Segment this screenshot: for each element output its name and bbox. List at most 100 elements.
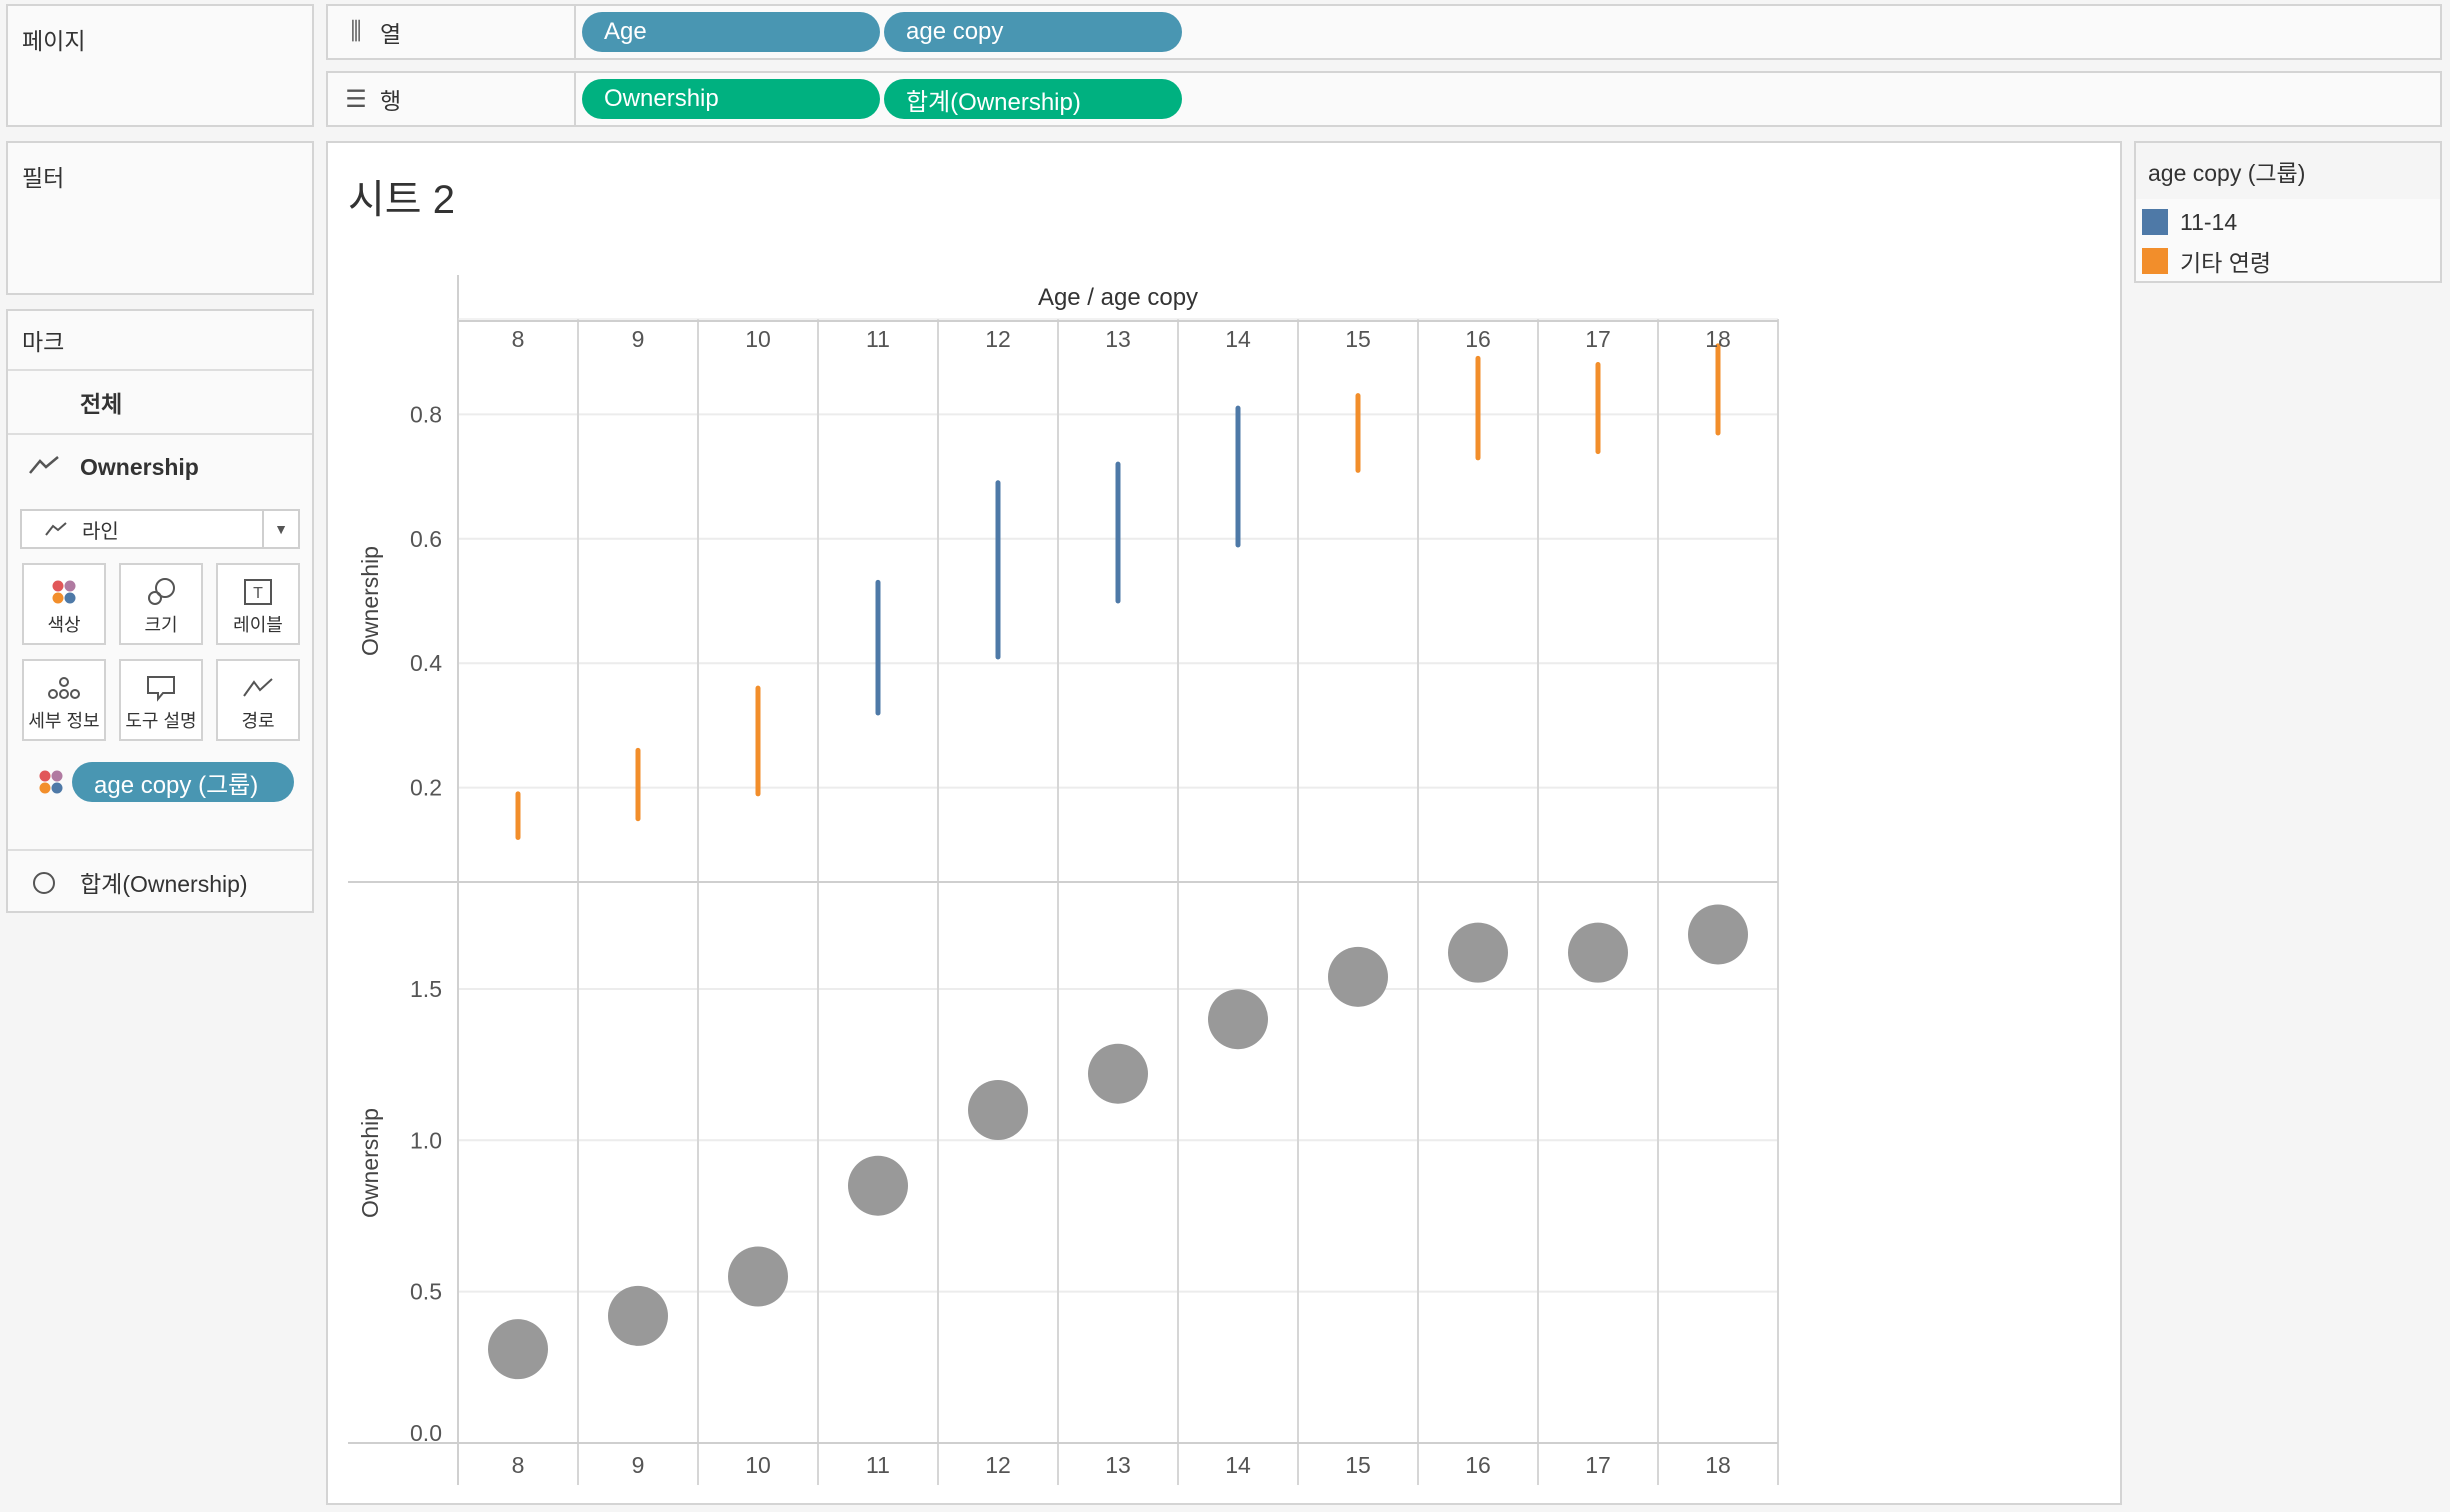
- y-tick-label-top: 0.2: [410, 775, 442, 801]
- x-header-label: 10: [745, 326, 771, 352]
- path-icon: [218, 671, 298, 705]
- x-footer-label: 10: [745, 1452, 771, 1478]
- sum-point-14: [1208, 989, 1268, 1050]
- x-header-label: 17: [1585, 326, 1611, 352]
- legend-header: age copy (그룹): [2136, 143, 2440, 199]
- path-button[interactable]: 경로: [216, 659, 300, 741]
- marks-ownership-label: Ownership: [80, 453, 199, 480]
- label-button[interactable]: T 레이블: [216, 563, 300, 645]
- column-pill-age-copy[interactable]: age copy: [884, 12, 1182, 52]
- sum-point-18: [1688, 904, 1748, 965]
- mark-type-select[interactable]: 라인 ▼: [20, 509, 300, 549]
- label-button-label: 레이블: [233, 615, 283, 635]
- x-header-label: 9: [632, 326, 645, 352]
- x-header-label: 11: [866, 326, 890, 352]
- detail-button-label: 세부 정보: [28, 711, 100, 731]
- pages-panel[interactable]: 페이지: [6, 4, 314, 127]
- color-legend-icon: [39, 770, 63, 794]
- x-header-label: 14: [1225, 326, 1251, 352]
- mark-type-value: 라인: [82, 520, 119, 543]
- marks-sum-label: 합계(Ownership): [80, 871, 248, 897]
- marks-all-tab[interactable]: 전체: [8, 371, 312, 435]
- x-footer-label: 9: [632, 1452, 645, 1478]
- x-footer-label: 15: [1345, 1452, 1371, 1478]
- sum-point-15: [1328, 946, 1388, 1007]
- line-icon: [45, 522, 67, 536]
- rows-icon: ☰: [345, 85, 367, 113]
- x-header-label: 18: [1705, 326, 1731, 352]
- x-footer-label: 11: [866, 1452, 890, 1478]
- column-header-title: Age / age copy: [1038, 284, 1198, 311]
- size-button-label: 크기: [144, 615, 178, 635]
- size-button[interactable]: 크기: [119, 563, 203, 645]
- y-tick-label-bottom: 0.0: [410, 1420, 442, 1446]
- rows-shelf-label: ☰ 행: [328, 73, 576, 125]
- marks-all-label: 전체: [80, 391, 123, 417]
- y-tick-label-top: 0.8: [410, 401, 442, 427]
- legend-swatch-orange: [2142, 248, 2168, 274]
- line-chart-icon: [29, 456, 59, 474]
- sum-point-11: [848, 1155, 908, 1216]
- chart-canvas: Age / age copy 0.2 0.4 0.6 0.8 0.0 0.5 1.0 1.5 8 8…: [348, 275, 1779, 1485]
- y-tick-label-top: 0.6: [410, 526, 442, 552]
- marks-panel: 마크 전체 Ownership 라인 ▼ 색상 크기 T 레이블 세부 정보 도…: [6, 309, 314, 913]
- tooltip-icon: [121, 671, 201, 705]
- detail-button[interactable]: 세부 정보: [22, 659, 106, 741]
- row-pill-ownership[interactable]: Ownership: [582, 79, 880, 119]
- sheet-view: 시트 2 Age / age copy 0.2 0.4 0.6 0.8 0.0 0.5 1.0…: [326, 141, 2122, 1505]
- x-header-label: 13: [1105, 326, 1131, 352]
- color-legend[interactable]: age copy (그룹) 11-14 기타 연령: [2134, 141, 2442, 283]
- y-axis-title-bottom: Ownership: [357, 1108, 383, 1218]
- detail-icon: [24, 671, 104, 705]
- x-header-label: 12: [985, 326, 1011, 352]
- x-footer-label: 8: [512, 1452, 525, 1478]
- marks-header: 마크: [8, 311, 312, 371]
- size-icon: [121, 575, 201, 609]
- row-pill-sum-ownership[interactable]: 합계(Ownership): [884, 79, 1182, 119]
- legend-item-11-14[interactable]: 11-14: [2142, 207, 2237, 237]
- x-header-label: 16: [1465, 326, 1491, 352]
- x-footer-label: 12: [985, 1452, 1011, 1478]
- path-button-label: 경로: [241, 711, 275, 731]
- column-pill-age[interactable]: Age: [582, 12, 880, 52]
- y-tick-label-bottom: 0.5: [410, 1279, 442, 1305]
- marks-sum-tab[interactable]: 합계(Ownership): [8, 849, 312, 913]
- chevron-down-icon[interactable]: ▼: [262, 511, 298, 547]
- circle-icon: [33, 872, 55, 894]
- rows-shelf[interactable]: ☰ 행 Ownership 합계(Ownership): [326, 71, 2442, 127]
- tooltip-button[interactable]: 도구 설명: [119, 659, 203, 741]
- x-footer-label: 17: [1585, 1452, 1611, 1478]
- tooltip-button-label: 도구 설명: [125, 711, 197, 731]
- sum-point-9: [608, 1285, 668, 1346]
- color-icon: [24, 575, 104, 609]
- filters-label: 필터: [22, 165, 65, 191]
- legend-item-label: 11-14: [2180, 208, 2238, 235]
- x-footer-label: 14: [1225, 1452, 1251, 1478]
- sum-point-13: [1088, 1043, 1148, 1104]
- color-button-label: 색상: [47, 615, 81, 635]
- sum-point-17: [1568, 922, 1628, 983]
- marks-ownership-tab[interactable]: Ownership: [8, 435, 312, 499]
- columns-icon: ⫼: [350, 18, 362, 45]
- sheet-title: 시트 2: [348, 178, 455, 222]
- color-field-pill[interactable]: age copy (그룹): [72, 762, 294, 802]
- x-header-label: 15: [1345, 326, 1371, 352]
- x-footer-label: 16: [1465, 1452, 1491, 1478]
- filters-panel[interactable]: 필터: [6, 141, 314, 295]
- legend-item-other-ages[interactable]: 기타 연령: [2142, 246, 2271, 276]
- sum-point-8: [488, 1319, 548, 1380]
- sum-point-12: [968, 1080, 1028, 1141]
- legend-title: age copy (그룹): [2148, 160, 2306, 186]
- sum-point-10: [728, 1246, 788, 1307]
- columns-shelf-label: ⫼ 열: [328, 6, 576, 58]
- marks-label: 마크: [22, 329, 65, 355]
- columns-shelf[interactable]: ⫼ 열 Age age copy: [326, 4, 2442, 60]
- legend-item-label: 기타 연령: [2180, 250, 2272, 276]
- y-axis-title-top: Ownership: [357, 546, 383, 656]
- text-label-icon: T: [218, 575, 298, 609]
- color-button[interactable]: 색상: [22, 563, 106, 645]
- y-tick-label-bottom: 1.0: [410, 1127, 442, 1153]
- y-tick-label-top: 0.4: [410, 650, 442, 676]
- x-header-label: 8: [512, 326, 525, 352]
- x-footer-label: 13: [1105, 1452, 1131, 1478]
